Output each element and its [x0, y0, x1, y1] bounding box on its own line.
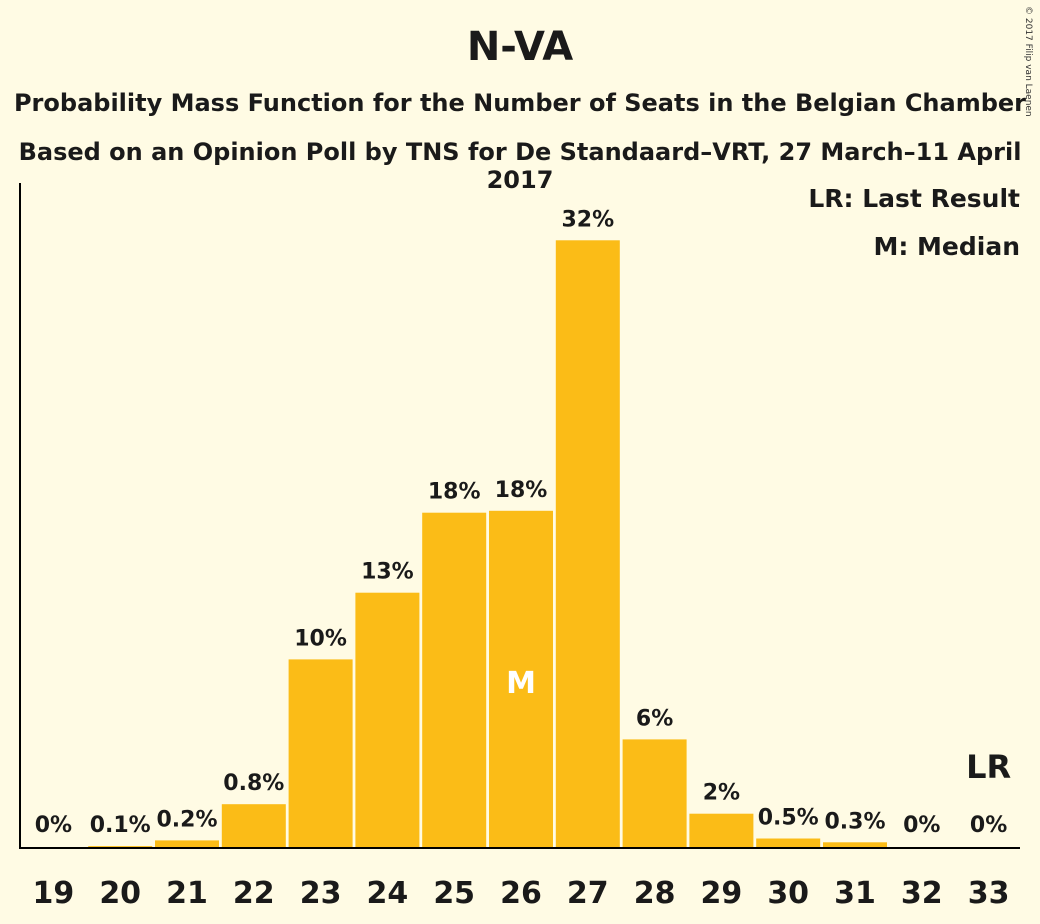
value-label-27: 32%: [561, 207, 614, 232]
bar-25: [422, 512, 487, 848]
value-label-19: 0%: [35, 813, 72, 838]
legend-last-result: LR: Last Result: [808, 184, 1020, 213]
x-tick-27: 27: [567, 876, 609, 911]
bar-26: [489, 510, 553, 848]
x-tick-31: 31: [834, 876, 876, 911]
x-tick-28: 28: [634, 876, 676, 911]
chart-source-line: Based on an Opinion Poll by TNS for De S…: [18, 138, 1022, 194]
value-label-24: 13%: [361, 560, 414, 585]
legend-median: M: Median: [873, 232, 1020, 261]
value-label-20: 0.1%: [90, 813, 151, 838]
bar-27: [555, 240, 620, 849]
value-label-31: 0.3%: [824, 809, 885, 834]
x-tick-19: 19: [33, 876, 75, 911]
bar-28: [622, 739, 687, 848]
value-label-32: 0%: [903, 813, 940, 838]
x-tick-22: 22: [233, 876, 275, 911]
value-label-26: 18%: [495, 478, 548, 503]
chart-title: N-VA: [466, 24, 574, 70]
x-tick-23: 23: [300, 876, 342, 911]
bars-layer: [88, 240, 887, 849]
value-label-21: 0.2%: [156, 807, 217, 832]
value-labels-layer: 0% 0.1% 0.2%0.8% 10% 13% 18% 18% M 32% 6% 2% 0.5% 0.…: [35, 207, 1011, 838]
x-tick-32: 32: [901, 876, 943, 911]
bar-23: [288, 659, 353, 848]
x-tick-24: 24: [367, 876, 409, 911]
bar-31: [823, 842, 887, 848]
bar-24: [355, 592, 420, 848]
chart-subtitle: Probability Mass Function for the Number…: [13, 89, 1027, 117]
x-tick-33: 33: [968, 876, 1010, 911]
last-result-marker: LR: [966, 748, 1011, 786]
bar-30: [756, 838, 821, 848]
median-marker: M: [506, 666, 536, 701]
tick-labels-layer: 19 20 21 22 23 24 25 26 27 28 29 30 31 32 33: [33, 876, 1010, 911]
value-label-22: 0.8%: [223, 771, 284, 796]
bar-22: [221, 804, 286, 848]
x-tick-21: 21: [166, 876, 208, 911]
value-label-30: 0.5%: [758, 806, 819, 831]
value-label-33: 0%: [970, 813, 1007, 838]
value-label-23: 10%: [294, 626, 347, 651]
x-tick-30: 30: [767, 876, 809, 911]
value-label-25: 18%: [428, 480, 481, 505]
x-tick-20: 20: [99, 876, 141, 911]
value-label-28: 6%: [636, 706, 673, 731]
x-tick-26: 26: [500, 876, 542, 911]
bar-21: [155, 840, 219, 848]
value-label-29: 2%: [703, 781, 740, 806]
x-tick-29: 29: [701, 876, 743, 911]
bar-29: [689, 813, 754, 848]
x-tick-25: 25: [433, 876, 475, 911]
